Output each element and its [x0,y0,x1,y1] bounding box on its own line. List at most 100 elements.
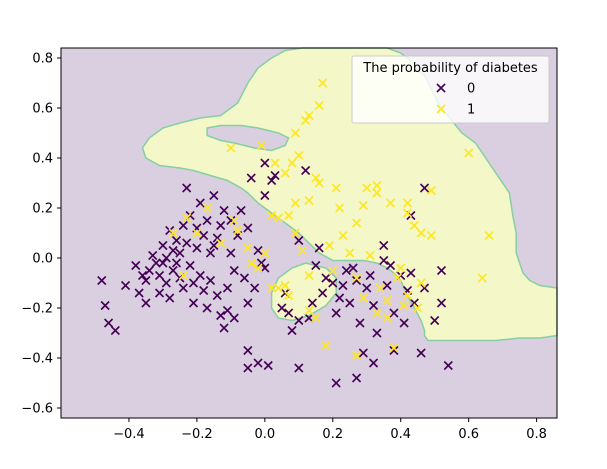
x-marker-stroke [311,173,321,183]
x-marker-stroke [358,348,368,358]
x-marker-stroke [199,230,209,241]
x-marker-stroke [287,325,297,336]
x-marker-stroke [243,345,253,356]
data-point-class-0 [399,318,409,328]
x-marker-stroke [205,248,216,258]
data-point-class-0 [277,303,287,313]
data-point-class-1 [413,303,423,313]
x-marker-stroke [301,115,311,126]
data-point-class-1 [294,150,304,161]
x-marker-stroke [443,360,453,371]
x-marker-stroke [318,78,328,88]
data-point-class-0 [253,245,263,256]
x-marker-stroke [195,270,205,281]
x-marker-stroke [216,310,226,321]
data-point-class-1 [402,290,413,301]
x-marker-stroke [348,263,358,273]
data-point-class-0 [389,308,399,318]
data-point-class-0 [331,308,341,318]
data-point-class-0 [185,260,195,271]
x-marker-stroke [226,248,236,258]
data-point-class-0 [416,348,426,358]
data-point-class-1 [464,148,474,158]
data-point-class-1 [229,215,239,226]
data-point-class-0 [345,298,355,308]
data-point-class-0 [219,323,229,333]
data-point-class-0 [253,358,263,368]
data-point-class-0 [263,360,273,371]
x-marker-stroke [365,270,375,281]
x-marker-stroke [355,318,365,328]
x-marker-stroke [287,158,297,168]
x-marker-stroke [202,303,212,313]
data-point-class-0 [161,278,171,288]
data-point-class-1 [311,313,321,323]
data-point-class-0 [243,363,253,373]
data-point-class-1 [416,228,426,238]
data-point-class-0 [304,313,314,323]
legend-box [351,55,550,124]
x-marker-stroke [314,243,324,253]
x-marker-stroke [284,290,294,301]
data-point-class-0 [236,205,246,216]
data-point-class-1 [351,350,362,361]
data-point-class-0 [195,270,205,281]
x-marker-stroke [260,158,270,168]
x-marker-stroke [246,173,256,183]
data-point-class-0 [362,283,372,293]
x-marker-stroke [436,83,446,93]
x-marker-stroke [253,263,263,273]
x-marker-stroke [399,318,409,328]
x-marker-stroke [216,238,226,248]
x-marker-stroke [351,275,362,286]
x-marker-stroke [464,148,474,158]
data-point-class-1 [358,293,368,303]
data-point-class-0 [379,255,389,266]
x-marker-stroke [256,140,267,151]
data-point-class-0 [226,215,236,226]
x-marker-stroke [141,298,151,308]
data-point-class-0 [141,275,151,286]
data-point-class-1 [426,230,436,241]
x-marker-stroke [294,235,304,246]
data-point-class-0 [212,290,222,301]
data-point-class-0 [246,173,256,183]
data-point-class-1 [168,228,178,238]
x-axis: −0.4 −0.2 0.0 0.2 0.4 0.6 0.8 [113,418,547,442]
data-point-class-1 [328,265,338,276]
x-marker-stroke [362,183,372,193]
x-marker-stroke [195,198,205,208]
data-point-class-0 [205,248,216,258]
data-point-class-0 [171,235,182,246]
x-marker-stroke [270,170,280,181]
x-marker-stroke [137,270,148,281]
x-marker-stroke [158,258,168,268]
x-marker-stroke [358,200,368,211]
x-marker-stroke [280,168,290,178]
x-marker-stroke [304,313,314,323]
data-point-class-1 [358,200,368,211]
x-marker-stroke [304,110,314,121]
x-marker-stroke [389,345,399,356]
data-point-class-1 [416,278,426,288]
x-marker-stroke [318,288,328,298]
x-marker-stroke [338,230,348,241]
x-marker-stroke [178,270,188,281]
x-marker-stroke [222,305,233,316]
data-point-class-1 [396,263,406,273]
data-point-class-1 [216,238,226,248]
data-point-class-1 [426,185,436,196]
data-point-class-0 [161,253,171,263]
data-point-class-0 [188,298,199,308]
data-point-class-0 [267,175,277,186]
data-point-class-1 [287,158,297,168]
data-point-class-0 [419,283,430,293]
x-marker-stroke [216,220,226,231]
x-marker-stroke [338,280,348,291]
x-marker-stroke [97,275,107,286]
x-marker-stroke [212,290,222,301]
x-marker-stroke [188,278,199,288]
data-point-class-0 [171,258,182,268]
data-point-class-0 [151,258,161,268]
data-point-class-0 [158,240,168,251]
